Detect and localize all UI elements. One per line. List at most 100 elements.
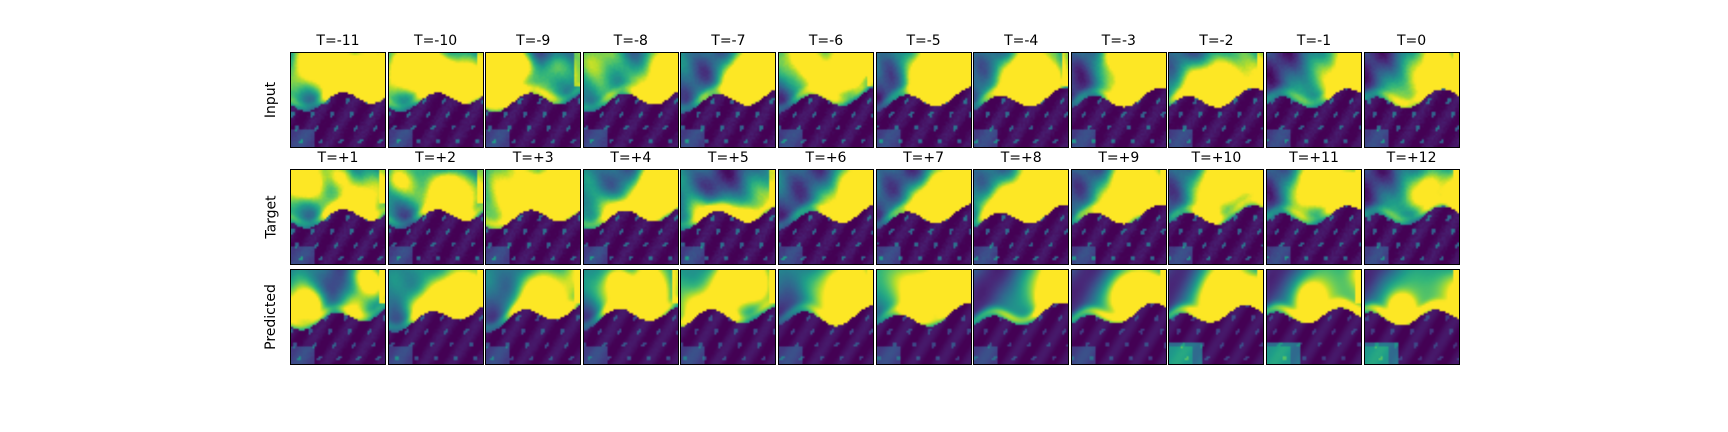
heatmap-image [1364,53,1459,147]
frame-panel-input [485,52,582,148]
frame-panel-input [1168,52,1265,148]
frame-title: T=-11 [316,33,360,49]
heatmap-image [1267,270,1361,364]
frame-title: T=+8 [1000,150,1042,166]
frame-title: T=+6 [805,150,847,166]
heatmap-image [1071,53,1166,147]
heatmap-image [1169,53,1264,147]
frame-panel-input [875,52,972,148]
frame-title: T=+12 [1386,150,1437,166]
frame-title: T=-6 [808,33,844,49]
row-label-input: Input [263,81,280,119]
frame-panel-input [387,52,484,148]
frame-panel-predicted [1363,269,1460,365]
heatmap-image [291,270,385,364]
frame-panel-input [582,52,679,148]
frame-title: T=+5 [707,150,749,166]
heatmap-image [974,270,1069,364]
heatmap-image [486,270,581,364]
frame-title: T=-5 [906,33,941,49]
frame-panel-predicted [387,269,484,365]
frame-panel-target [1266,169,1362,265]
row-label-target: Target [263,195,280,239]
heatmap-image [681,170,776,264]
frame-panel-target [1363,169,1460,265]
heatmap-image [681,270,776,364]
frame-title: T=+4 [610,150,652,166]
frame-panel-predicted [290,269,386,365]
frame-title: T=+9 [1098,150,1140,166]
heatmap-image [1364,170,1459,264]
heatmap-image [583,170,678,264]
frame-panel-predicted [1266,269,1362,365]
frame-panel-target [582,169,679,265]
frame-title: T=-4 [1004,33,1039,49]
heatmap-image [1364,270,1459,364]
frame-title: T=+3 [512,150,554,166]
frame-panel-input [1266,52,1362,148]
heatmap-image [1169,170,1264,264]
heatmap-image [779,53,873,147]
frame-panel-predicted [1070,269,1167,365]
heatmap-image [583,53,678,147]
heatmap-image [876,53,971,147]
heatmap-image [779,170,873,264]
frame-title: T=+11 [1289,150,1339,166]
frame-panel-predicted [875,269,972,365]
heatmap-image [876,170,971,264]
heatmap-image [1169,270,1264,364]
heatmap-image [1267,53,1361,147]
frame-panel-input [973,52,1070,148]
heatmap-image [1267,170,1361,264]
frame-title: T=+1 [317,150,359,166]
frame-title: T=-7 [711,33,746,49]
heatmap-image [388,170,483,264]
frame-panel-target [973,169,1070,265]
frame-panel-input [778,52,874,148]
frame-panel-target [1070,169,1167,265]
heatmap-image [291,53,385,147]
frame-panel-target [290,169,386,265]
frame-title: T=+2 [415,150,457,166]
frame-panel-predicted [582,269,679,365]
heatmap-image [974,170,1069,264]
frame-title: T=-1 [1296,33,1332,49]
frame-title: T=0 [1396,33,1427,49]
heatmap-image [1071,270,1166,364]
frame-panel-target [778,169,874,265]
frame-title: T=-3 [1101,33,1136,49]
frame-panel-input [1363,52,1460,148]
frame-title: T=-8 [613,33,648,49]
frame-panel-input [290,52,386,148]
frame-title: T=+10 [1191,150,1242,166]
frame-panel-target [485,169,582,265]
heatmap-image [681,53,776,147]
frame-title: T=-9 [516,33,551,49]
heatmap-image [291,170,385,264]
frame-panel-target [1168,169,1265,265]
heatmap-image [388,53,483,147]
heatmap-image [876,270,971,364]
frame-panel-input [1070,52,1167,148]
frame-panel-target [680,169,777,265]
frame-panel-target [387,169,484,265]
frame-panel-predicted [680,269,777,365]
frame-panel-predicted [973,269,1070,365]
heatmap-image [388,270,483,364]
row-label-predicted: Predicted [262,284,279,350]
frame-panel-input [680,52,777,148]
frame-panel-target [875,169,972,265]
heatmap-image [583,270,678,364]
frame-panel-predicted [1168,269,1265,365]
heatmap-image [974,53,1069,147]
heatmap-image [486,53,581,147]
heatmap-image [779,270,873,364]
frame-panel-predicted [485,269,582,365]
frame-title: T=+7 [903,150,945,166]
heatmap-image [1071,170,1166,264]
frame-title: T=-10 [414,33,458,49]
frame-panel-predicted [778,269,874,365]
frame-title: T=-2 [1199,33,1234,49]
heatmap-image [486,170,581,264]
